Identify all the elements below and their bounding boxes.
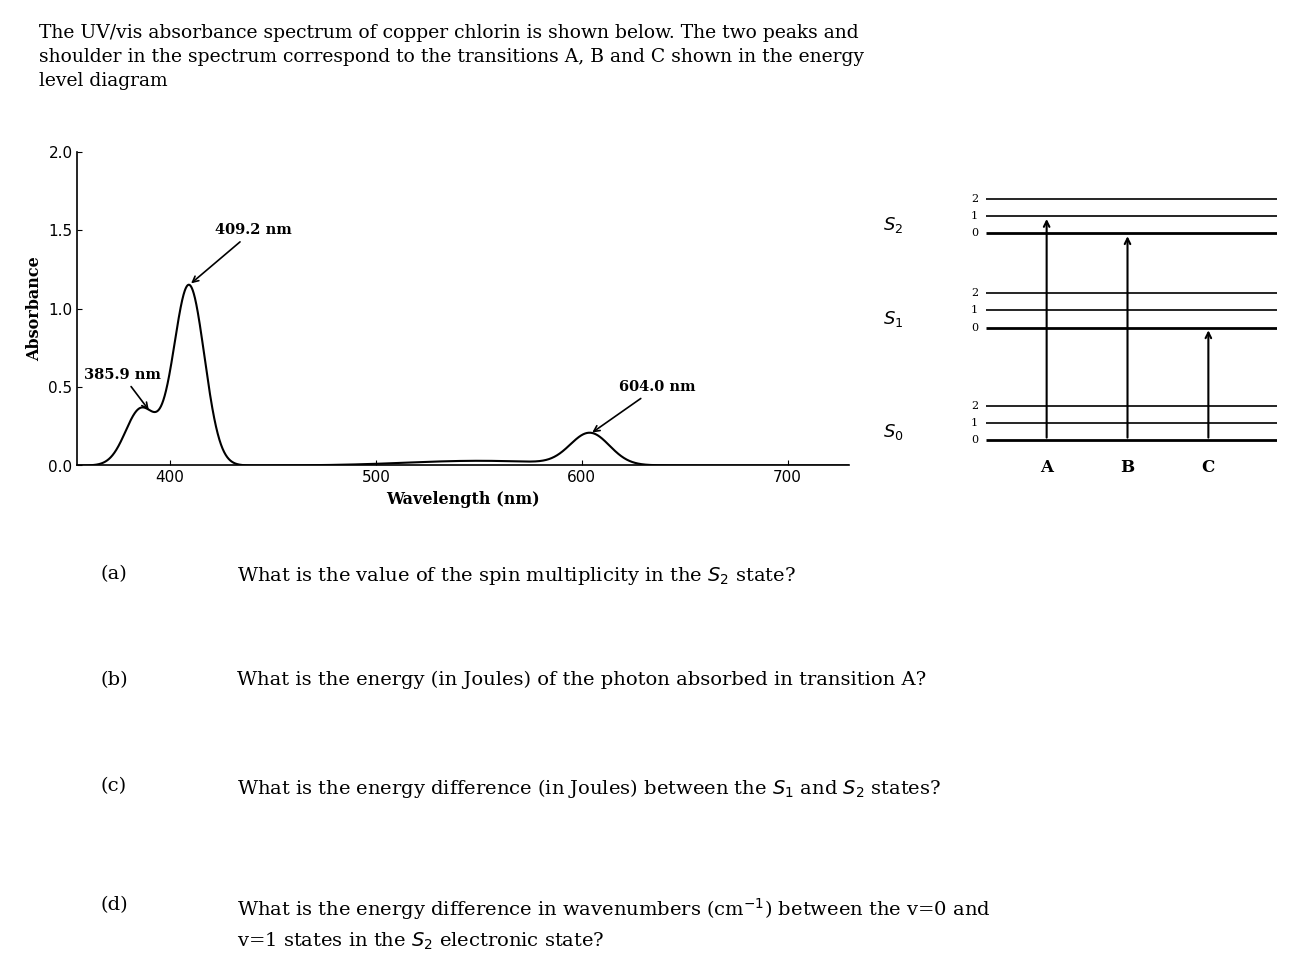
- Text: B: B: [1121, 460, 1135, 476]
- Text: 1: 1: [971, 211, 978, 221]
- Text: (c): (c): [101, 777, 126, 795]
- Text: 2: 2: [971, 288, 978, 298]
- Text: (b): (b): [101, 670, 128, 689]
- Text: C: C: [1202, 460, 1215, 476]
- Text: 0: 0: [971, 322, 978, 332]
- Text: A: A: [1040, 460, 1053, 476]
- Text: The UV/vis absorbance spectrum of copper chlorin is shown below. The two peaks a: The UV/vis absorbance spectrum of copper…: [39, 24, 864, 90]
- Text: What is the energy (in Joules) of the photon absorbed in transition A?: What is the energy (in Joules) of the ph…: [237, 670, 926, 689]
- Text: What is the value of the spin multiplicity in the $S_2$ state?: What is the value of the spin multiplici…: [237, 564, 796, 587]
- Text: 604.0 nm: 604.0 nm: [593, 380, 695, 431]
- Text: 2: 2: [971, 194, 978, 204]
- X-axis label: Wavelength (nm): Wavelength (nm): [387, 491, 541, 508]
- Text: 1: 1: [971, 418, 978, 428]
- Text: $S_1$: $S_1$: [882, 309, 903, 329]
- Text: 1: 1: [971, 305, 978, 316]
- Text: What is the energy difference (in Joules) between the $S_1$ and $S_2$ states?: What is the energy difference (in Joules…: [237, 777, 940, 800]
- Text: 409.2 nm: 409.2 nm: [192, 223, 292, 282]
- Text: 0: 0: [971, 435, 978, 446]
- Text: (d): (d): [101, 897, 128, 914]
- Text: 385.9 nm: 385.9 nm: [84, 368, 160, 409]
- Text: 2: 2: [971, 401, 978, 411]
- Text: $S_2$: $S_2$: [882, 215, 903, 235]
- Text: (a): (a): [101, 564, 128, 583]
- Y-axis label: Absorbance: Absorbance: [26, 257, 43, 361]
- Text: 0: 0: [971, 228, 978, 238]
- Text: What is the energy difference in wavenumbers (cm$^{-1}$) between the v=0 and
v=1: What is the energy difference in wavenum…: [237, 897, 991, 952]
- Text: $S_0$: $S_0$: [882, 421, 903, 442]
